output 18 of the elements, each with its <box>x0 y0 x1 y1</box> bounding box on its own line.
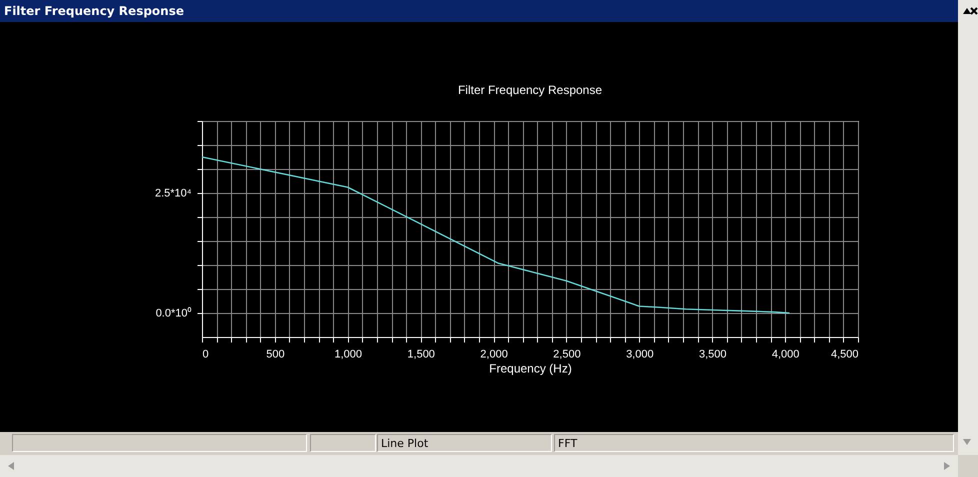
x-tick-label: 4,500 <box>830 348 858 360</box>
x-tick-label: 3,000 <box>626 348 654 360</box>
line-series <box>201 156 790 314</box>
chart-title: Filter Frequency Response <box>458 83 602 97</box>
x-tick-label: 4,000 <box>772 348 800 360</box>
y-tick-label: 0.0*10⁰ <box>156 306 192 320</box>
x-tick-label: 500 <box>266 348 285 360</box>
text: Filter Frequency Response <box>0 0 958 22</box>
x-tick-label: 1,000 <box>334 348 362 360</box>
x-tick-label: 2,500 <box>553 348 581 360</box>
x-tick-label: 0 <box>202 348 209 360</box>
text: FFT <box>554 434 954 452</box>
x-tick-label: 2,000 <box>480 348 508 360</box>
y-tick-label: 2.5*10⁴ <box>154 188 192 200</box>
x-tick-label: 3,500 <box>698 348 726 360</box>
x-axis-title: Frequency (Hz) <box>489 362 572 376</box>
x-tick-label: 1,500 <box>407 348 435 360</box>
text: Line Plot <box>377 434 552 452</box>
